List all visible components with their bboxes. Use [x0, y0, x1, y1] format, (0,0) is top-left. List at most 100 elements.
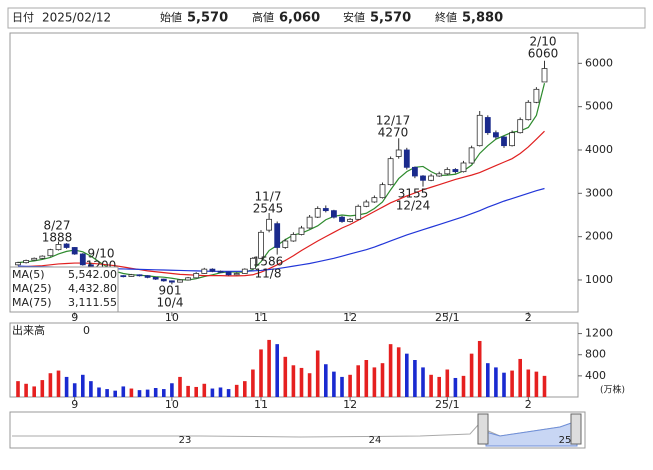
- volume-bar: [259, 349, 263, 397]
- volume-bar: [24, 383, 28, 397]
- candle-body: [411, 166, 418, 177]
- volume-bar: [129, 388, 134, 397]
- field-value: 6,060: [279, 11, 320, 26]
- volume-bar: [429, 374, 433, 397]
- annotation-date: 8/27: [44, 219, 71, 233]
- x-tick-label: 2: [525, 398, 532, 411]
- volume-bar: [477, 340, 482, 397]
- volume-bar: [64, 376, 69, 397]
- candle-body: [492, 132, 499, 138]
- candle-body: [306, 216, 313, 229]
- volume-bar: [453, 377, 458, 397]
- field-label: 安値: [343, 10, 365, 24]
- candle-body: [322, 208, 329, 212]
- y-tick-label: 3000: [585, 186, 613, 199]
- volume-bar: [348, 374, 352, 397]
- volume-bar: [356, 365, 360, 397]
- candle-body: [468, 147, 475, 164]
- candle-body: [168, 280, 175, 283]
- legend-name: MA(5): [12, 268, 45, 281]
- candle-body: [484, 117, 491, 134]
- candle-body: [509, 132, 516, 147]
- annotation-date: 12/17: [376, 114, 411, 128]
- x-tick-label: 11: [254, 398, 268, 411]
- volume-bar: [153, 388, 158, 397]
- x-tick-label: 9: [71, 398, 78, 411]
- x-tick-label: 12: [343, 311, 357, 324]
- volume-bar: [186, 385, 190, 397]
- volume-bar: [413, 360, 417, 397]
- y-tick-label: 4000: [585, 143, 613, 156]
- ma-line: [17, 83, 546, 281]
- candle-body: [177, 279, 183, 283]
- candle-body: [209, 268, 216, 272]
- candle-body: [274, 223, 281, 248]
- volume-bar: [105, 389, 109, 397]
- volume-bar: [202, 383, 207, 397]
- candle-body: [355, 205, 362, 220]
- candle-body: [71, 247, 78, 255]
- navigator-label: 24: [369, 435, 382, 446]
- volume-bar: [461, 375, 466, 397]
- candle-body: [128, 274, 135, 277]
- candle-body: [379, 184, 386, 199]
- candle-body: [363, 201, 370, 207]
- field-label: 高値: [252, 10, 274, 24]
- candle-body: [160, 278, 167, 282]
- candle-body: [39, 255, 46, 259]
- navigator-handle-left[interactable]: [477, 413, 489, 445]
- annotation-price: 1888: [42, 231, 73, 245]
- volume-bar: [315, 350, 320, 397]
- volume-bar: [388, 344, 393, 397]
- candle-body: [136, 274, 143, 277]
- date: 2025/02/12: [42, 11, 111, 25]
- x-tick-label: 10: [165, 311, 179, 324]
- legend-value: 4,432.80: [68, 282, 117, 295]
- legend-value: 5,542.00: [68, 268, 117, 281]
- volume-bar: [380, 363, 385, 397]
- x-tick-label: 25/1: [435, 311, 460, 324]
- volume-bar: [340, 376, 344, 397]
- candle-body: [339, 216, 345, 222]
- candle-body: [193, 273, 200, 279]
- volume-bar: [494, 367, 498, 397]
- header-box: [7, 7, 646, 29]
- candle-body: [185, 277, 192, 281]
- volume-bar: [283, 356, 288, 397]
- navigator-handle-right[interactable]: [570, 413, 582, 445]
- volume-bar: [56, 370, 61, 397]
- candle-body: [258, 231, 264, 259]
- y-tick-label: 5000: [585, 100, 613, 113]
- volume-bar: [210, 388, 215, 397]
- candle-body: [436, 173, 443, 177]
- volume-bar: [299, 367, 304, 397]
- candle-body: [63, 243, 70, 248]
- volume-bar: [486, 363, 490, 397]
- candle-body: [314, 208, 321, 218]
- volume-bar: [275, 344, 279, 397]
- x-tick-label: 11: [254, 311, 268, 324]
- candle-body: [120, 275, 127, 278]
- annotation-date: 12/24: [396, 199, 431, 213]
- volume-bar: [97, 387, 101, 397]
- annotation-price: 3155: [398, 187, 429, 201]
- x-tick-label: 2: [525, 311, 532, 324]
- volume-bar: [145, 389, 150, 397]
- volume-bar: [405, 353, 409, 397]
- candle-body: [460, 162, 467, 173]
- legend-name: MA(75): [12, 296, 52, 309]
- x-tick-label: 9: [71, 311, 78, 324]
- volume-unit: (万株): [600, 384, 625, 396]
- volume-title: 出来高: [12, 323, 45, 337]
- candle-body: [152, 276, 159, 280]
- candle-body: [541, 68, 548, 83]
- volume-bar: [534, 371, 539, 397]
- field-value: 5,570: [370, 11, 411, 26]
- candle-body: [395, 149, 402, 157]
- candle-body: [201, 268, 208, 274]
- volume-bar: [218, 387, 223, 397]
- candle-body: [282, 240, 289, 248]
- field-label: 始値: [160, 10, 182, 24]
- candle-body: [290, 234, 297, 242]
- volume-bar: [121, 386, 126, 397]
